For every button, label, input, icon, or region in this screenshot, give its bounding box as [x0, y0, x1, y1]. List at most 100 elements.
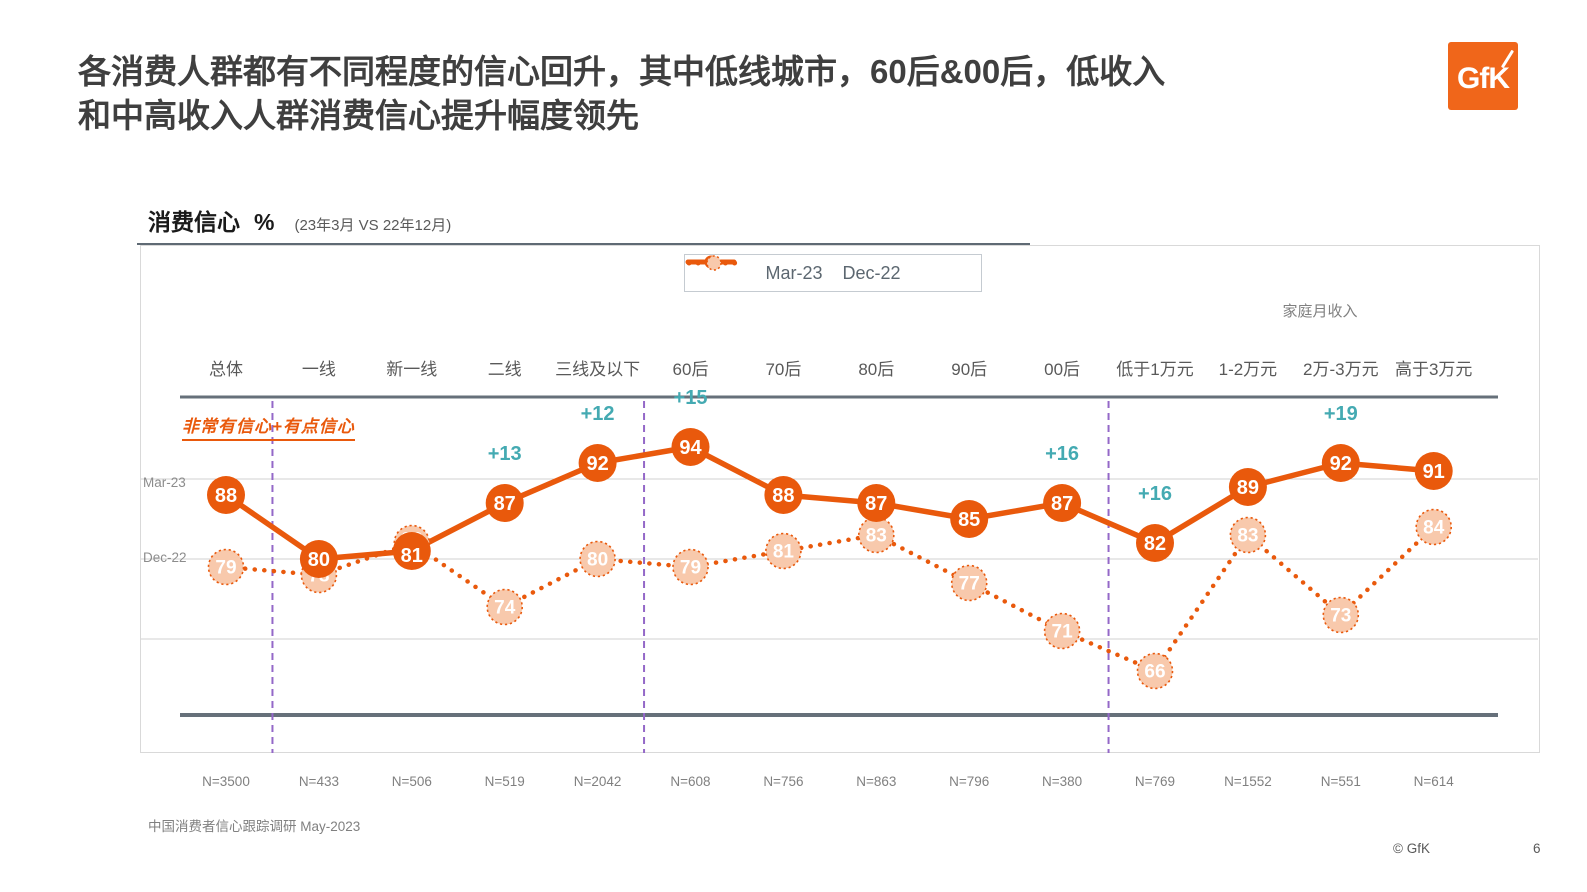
- row-label-mar23: Mar-23: [143, 475, 186, 490]
- legend-item-dec22: Dec-22: [686, 255, 901, 284]
- diff-annotation: +16: [1045, 443, 1079, 465]
- sample-size-label: N=863: [856, 774, 896, 789]
- page-number: 6: [1533, 841, 1541, 856]
- data-point-value-mar23: 92: [1330, 453, 1352, 475]
- data-point-marker-mar23: [299, 540, 338, 578]
- data-point-marker-mar23: [392, 532, 431, 570]
- data-point-marker-dec22: [1322, 596, 1360, 634]
- sample-size-label: N=551: [1321, 774, 1361, 789]
- data-point-value-mar23: 87: [865, 493, 887, 515]
- sample-size-label: N=519: [485, 774, 525, 789]
- sample-size-label: N=3500: [202, 774, 250, 789]
- data-point-value-dec22: 79: [215, 558, 236, 579]
- data-point-value-dec22: 66: [1144, 662, 1165, 683]
- data-point-marker-mar23: [1136, 524, 1174, 562]
- data-point-value-mar23: 82: [1144, 533, 1166, 555]
- chart-subtitle: (23年3月 VS 22年12月): [294, 217, 452, 234]
- data-point-value-dec22: 83: [1237, 526, 1258, 547]
- data-point-value-dec22: 80: [587, 550, 608, 571]
- confidence-note: 非常有信心+有点信心: [182, 412, 355, 441]
- category-label: 总体: [209, 360, 243, 379]
- gfk-logo: GfK: [1448, 42, 1518, 110]
- data-point-value-mar23: 85: [958, 509, 980, 531]
- legend: Mar-23 Dec-22: [684, 254, 982, 292]
- data-point-value-dec22: 71: [1052, 622, 1074, 643]
- data-point-value-dec22: 73: [1330, 606, 1351, 627]
- chart-area: 总体 一线 新一线 二线 三线及以下 60后 70后 80后 90后 00后 低于1万元 1-2万元 2…: [140, 245, 1540, 805]
- category-label: 1-2万元: [1219, 360, 1278, 379]
- chart-title: 消费信心: [148, 209, 240, 235]
- footer-copyright: © GfK: [1393, 841, 1430, 856]
- data-point-value-dec22: 77: [959, 574, 980, 595]
- category-label: 高于3万元: [1395, 360, 1472, 379]
- data-point-marker-dec22: [950, 564, 988, 602]
- data-point-value-mar23: 80: [308, 549, 330, 571]
- page-title-line1: 各消费人群都有不同程度的信心回升，其中低线城市，60后&00后，低收入: [78, 53, 1166, 90]
- data-point-marker-dec22: [1415, 508, 1452, 546]
- data-point-marker-dec22: [486, 588, 524, 626]
- data-point-value-dec22: 83: [866, 526, 887, 547]
- chart-header-underline: [137, 243, 1030, 245]
- sample-size-label: N=608: [670, 774, 710, 789]
- sample-size-label: N=380: [1042, 774, 1082, 789]
- data-point-marker-mar23: [1043, 484, 1082, 522]
- category-label: 二线: [488, 360, 522, 379]
- diff-annotation: +13: [488, 443, 522, 465]
- data-point-marker-mar23: [485, 484, 524, 522]
- data-point-value-mar23: 91: [1423, 461, 1445, 483]
- data-point-value-dec22: 81: [773, 542, 795, 563]
- data-point-value-dec22: 74: [494, 598, 516, 619]
- category-label: 低于1万元: [1116, 360, 1193, 379]
- data-point-value-dec22: 84: [1423, 518, 1445, 539]
- income-group-label: 家庭月收入: [1282, 303, 1357, 320]
- sample-size-label: N=506: [392, 774, 432, 789]
- data-point-marker-dec22: [672, 548, 709, 586]
- sample-size-label: N=769: [1135, 774, 1175, 789]
- sample-size-label: N=433: [299, 774, 339, 789]
- category-label: 2万-3万元: [1303, 360, 1379, 379]
- data-point-value-mar23: 87: [1051, 493, 1073, 515]
- data-point-value-mar23: 89: [1237, 477, 1259, 499]
- data-point-marker-mar23: [764, 476, 803, 514]
- diff-annotation: +16: [1138, 483, 1172, 505]
- diff-annotation: +19: [1324, 403, 1358, 425]
- data-point-marker-mar23: [671, 428, 710, 466]
- chart-canvas: 总体 一线 新一线 二线 三线及以下 60后 70后 80后 90后 00后 低于1万元 1-2万元 2…: [141, 303, 1538, 789]
- data-point-value-mar23: 94: [679, 437, 702, 459]
- data-point-value-mar23: 92: [586, 453, 608, 475]
- category-label: 70后: [765, 360, 801, 379]
- row-label-dec22: Dec-22: [143, 550, 187, 565]
- category-label: 三线及以下: [555, 360, 640, 379]
- data-point-value-dec22: 79: [680, 558, 701, 579]
- data-point-marker-dec22: [579, 540, 616, 578]
- dec-22-line-icon: [686, 255, 742, 271]
- page-title-line2: 和中高收入人群消费信心提升幅度领先: [78, 96, 639, 134]
- data-point-marker-mar23: [1414, 452, 1453, 490]
- page-title: 各消费人群都有不同程度的信心回升，其中低线城市，60后&00后，低收入 和中高收…: [78, 50, 1408, 138]
- data-point-marker-dec22: [1043, 612, 1081, 650]
- sample-size-label: N=1552: [1224, 774, 1272, 789]
- category-label: 一线: [302, 360, 336, 379]
- data-point-marker-dec22: [1229, 516, 1267, 554]
- sample-size-label: N=614: [1414, 774, 1455, 789]
- data-point-marker-mar23: [857, 484, 896, 522]
- legend-label-mar23: Mar-23: [765, 262, 823, 283]
- chart-unit: %: [254, 209, 275, 235]
- data-point-value-mar23: 81: [401, 545, 423, 567]
- data-point-marker-dec22: [207, 548, 245, 586]
- data-point-value-mar23: 88: [215, 485, 237, 507]
- data-point-marker-mar23: [950, 500, 989, 538]
- category-label: 00后: [1044, 360, 1080, 379]
- category-label: 新一线: [386, 360, 437, 379]
- data-point-marker-mar23: [207, 476, 245, 514]
- sample-size-label: N=2042: [574, 774, 622, 789]
- legend-label-dec22: Dec-22: [842, 262, 901, 283]
- data-point-marker-dec22: [1136, 652, 1174, 690]
- data-point-marker-dec22: [765, 532, 802, 570]
- legend-item-mar23: Mar-23: [685, 255, 823, 284]
- data-point-marker-mar23: [1228, 468, 1267, 506]
- category-label: 90后: [951, 360, 987, 379]
- sample-size-label: N=796: [949, 774, 989, 789]
- data-point-marker-mar23: [1321, 444, 1360, 482]
- category-label: 60后: [673, 360, 709, 379]
